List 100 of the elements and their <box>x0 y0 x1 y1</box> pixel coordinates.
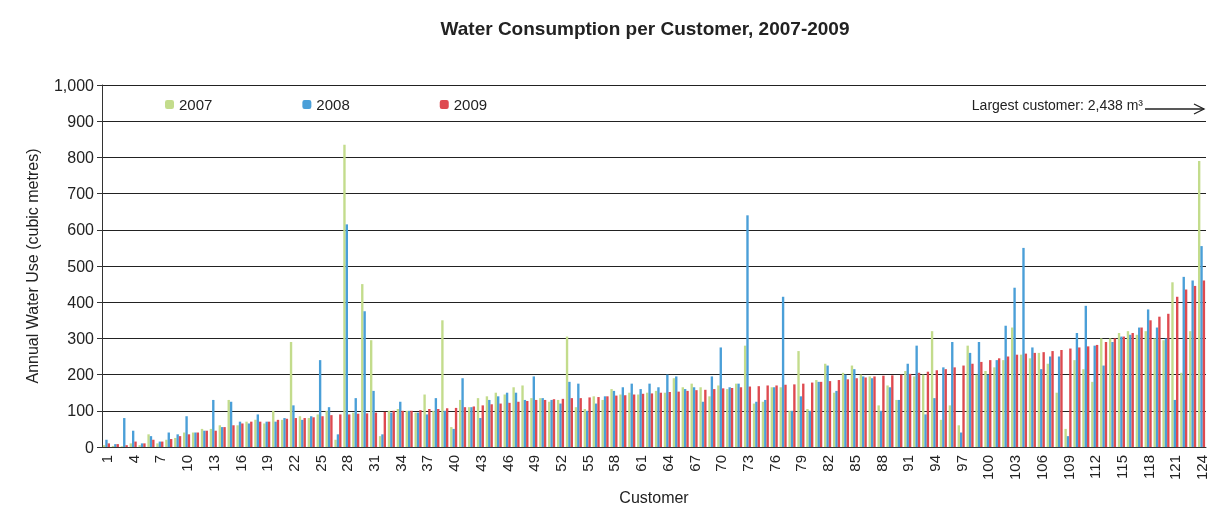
bar <box>134 441 137 447</box>
bar <box>882 375 885 447</box>
x-tick-label: 85 <box>845 455 863 472</box>
bar <box>334 439 337 447</box>
bar <box>363 311 366 447</box>
bar <box>292 405 295 447</box>
x-tick-label: 55 <box>578 455 596 472</box>
bar <box>1060 349 1063 447</box>
x-tick-label: 28 <box>338 455 356 472</box>
x-tick-label: 67 <box>685 455 703 472</box>
bar <box>1180 372 1183 447</box>
bar <box>797 351 800 447</box>
bar <box>165 439 168 447</box>
bar <box>1073 360 1076 447</box>
bar <box>401 410 404 447</box>
x-tick-label: 100 <box>979 455 997 481</box>
x-tick-label: 37 <box>418 455 436 472</box>
bar <box>904 370 907 447</box>
x-tick-label: 22 <box>284 455 302 472</box>
bar <box>639 389 642 447</box>
bar <box>479 418 482 447</box>
bar <box>330 415 333 447</box>
x-tick-label: 121 <box>1166 455 1184 481</box>
y-tick-label: 900 <box>67 112 95 130</box>
x-tick-label: 97 <box>952 455 970 472</box>
bar <box>428 408 431 447</box>
bar <box>490 404 493 447</box>
bar <box>699 387 702 447</box>
bar <box>877 405 880 447</box>
bar <box>1013 287 1016 447</box>
bar <box>499 403 502 447</box>
x-tick-label: 115 <box>1112 455 1130 479</box>
bar <box>962 365 965 447</box>
y-tick-label: 100 <box>67 402 95 420</box>
bar <box>1171 282 1174 447</box>
x-tick-label: 64 <box>658 455 676 472</box>
bar <box>1158 316 1161 447</box>
x-tick-label: 49 <box>525 455 543 472</box>
bar <box>1069 348 1072 447</box>
x-tick-label: 88 <box>872 455 890 472</box>
bar <box>512 387 515 447</box>
bar <box>1111 342 1114 447</box>
bar <box>1031 347 1034 447</box>
x-tick-label: 124 <box>1193 455 1211 481</box>
x-tick-label: 25 <box>311 455 329 472</box>
bar <box>746 215 749 447</box>
bar <box>971 363 974 447</box>
x-tick-label: 52 <box>552 455 570 472</box>
x-tick-label: 4 <box>124 455 142 464</box>
x-axis-title: Customer <box>619 488 690 506</box>
x-tick-label: 109 <box>1059 455 1077 481</box>
bar <box>352 412 355 447</box>
bar <box>1191 280 1194 447</box>
x-tick-label: 103 <box>1006 455 1024 481</box>
bar <box>708 396 711 447</box>
bar <box>588 397 591 447</box>
x-tick-label: 34 <box>391 455 409 472</box>
bar <box>677 391 680 447</box>
x-tick-label: 106 <box>1032 455 1050 481</box>
bar <box>577 383 580 447</box>
x-tick-label: 118 <box>1139 455 1157 479</box>
bar <box>530 398 533 447</box>
bar <box>254 419 257 447</box>
bar <box>619 394 622 447</box>
bar <box>628 392 631 447</box>
bar <box>1200 246 1203 447</box>
bar <box>984 370 987 447</box>
bar <box>441 320 444 447</box>
x-tick-label: 82 <box>819 455 837 472</box>
bar <box>933 398 936 447</box>
bar <box>461 378 464 447</box>
legend-label: 2008 <box>316 96 350 113</box>
x-tick-label: 10 <box>178 455 196 472</box>
x-tick-label: 7 <box>151 455 169 464</box>
y-tick-label: 200 <box>67 366 95 384</box>
bar <box>1082 369 1085 447</box>
bar <box>521 385 524 447</box>
bar <box>508 402 511 447</box>
y-tick-label: 300 <box>67 329 95 347</box>
x-tick-label: 19 <box>258 455 276 472</box>
x-tick-label: 70 <box>712 455 730 472</box>
y-axis-title: Annual Water Use (cubic metres) <box>23 148 41 384</box>
x-tick-label: 91 <box>899 455 917 472</box>
y-tick-label: 400 <box>67 293 95 311</box>
chart-title: Water Consumption per Customer, 2007-2009 <box>440 18 850 39</box>
x-tick-label: 79 <box>792 455 810 472</box>
bar <box>568 381 571 447</box>
x-tick-label: 13 <box>204 455 222 472</box>
bar <box>1091 381 1094 447</box>
bar <box>648 383 651 447</box>
bar <box>1022 247 1025 447</box>
y-tick-label: 700 <box>67 185 95 203</box>
bar <box>185 416 188 447</box>
bar <box>1042 352 1045 447</box>
x-tick-label: 16 <box>231 455 249 472</box>
bar <box>975 374 978 447</box>
x-tick-label: 31 <box>365 455 383 472</box>
bar <box>784 384 787 447</box>
x-tick-label: 94 <box>925 455 943 472</box>
x-tick-label: 1 <box>97 455 115 464</box>
